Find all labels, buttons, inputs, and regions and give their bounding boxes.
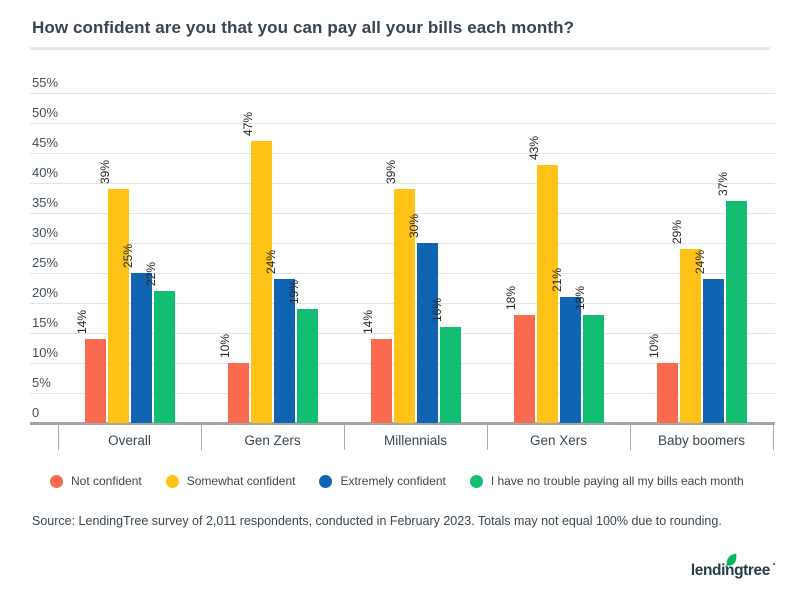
- bar-3-gen-zers: [273, 279, 295, 423]
- bar-1-overall: [84, 339, 106, 423]
- bar-2-overall: [107, 189, 129, 423]
- bar-1-baby-boomers: [656, 363, 678, 423]
- bar-3-overall: [130, 273, 152, 423]
- bar-2-gen-xers: [536, 165, 558, 423]
- bar-value-label: 18%: [572, 285, 587, 310]
- bar-4-overall: [153, 291, 175, 423]
- leaf-icon: [725, 553, 737, 568]
- logo-text: lendingtree: [690, 562, 771, 579]
- bar-4-gen-zers: [296, 309, 318, 423]
- gridline: [30, 93, 775, 94]
- legend-item: Not confident: [50, 474, 142, 488]
- logo-trademark-dot: [773, 563, 775, 565]
- legend-item: I have no trouble paying all my bills ea…: [469, 474, 744, 488]
- gridline: [30, 183, 775, 184]
- bar-value-label: 14%: [360, 309, 375, 334]
- bar-value-label: 47%: [240, 111, 255, 136]
- bar-value-label: 14%: [74, 309, 89, 334]
- category-tick: [58, 423, 59, 450]
- bar-value-label: 18%: [503, 285, 518, 310]
- legend-item: Somewhat confident: [165, 474, 296, 488]
- bar-3-gen-xers: [559, 297, 581, 423]
- y-axis-tick-label: 40%: [32, 165, 59, 180]
- bar-1-gen-zers: [227, 363, 249, 423]
- title-divider: [30, 47, 770, 50]
- bar-value-label: 37%: [715, 171, 730, 196]
- bar-3-millennials: [416, 243, 438, 423]
- category-tick: [201, 423, 202, 450]
- legend-item: Extremely confident: [319, 474, 446, 488]
- legend-label: Somewhat confident: [186, 474, 296, 488]
- source-note: Source: LendingTree survey of 2,011 resp…: [32, 514, 722, 528]
- y-axis-tick-label: 5%: [32, 375, 51, 390]
- lendingtree-logo: lendingtree: [690, 550, 775, 586]
- bar-chart-plot-area: 0 5% 10% 15% 20% 25% 30% 35% 40% 45% 50% 55% Overall…: [30, 75, 775, 450]
- bar-2-gen-zers: [250, 141, 272, 423]
- legend-color-dot: [50, 474, 63, 488]
- y-axis-tick-label: 55%: [32, 75, 59, 90]
- legend-color-dot: [165, 474, 179, 488]
- bar-2-baby-boomers: [679, 249, 701, 423]
- gridline: [30, 153, 775, 154]
- bar-value-label: 24%: [263, 249, 278, 274]
- x-axis-line: [30, 422, 775, 425]
- y-axis-tick-label: 35%: [32, 195, 59, 210]
- bar-value-label: 24%: [692, 249, 707, 274]
- bar-value-label: 39%: [97, 159, 112, 184]
- bar-value-label: 22%: [143, 261, 158, 286]
- y-axis-tick-label: 30%: [32, 225, 59, 240]
- bar-2-millennials: [393, 189, 415, 423]
- category-label: Baby boomers: [657, 433, 746, 448]
- bar-3-baby-boomers: [702, 279, 724, 423]
- y-axis-tick-label: 20%: [32, 285, 59, 300]
- bar-value-label: 16%: [429, 297, 444, 322]
- category-tick: [773, 423, 774, 450]
- bar-value-label: 30%: [406, 213, 421, 238]
- bar-4-millennials: [439, 327, 461, 423]
- bar-value-label: 19%: [286, 279, 301, 304]
- bar-value-label: 39%: [383, 159, 398, 184]
- bar-value-label: 10%: [217, 333, 232, 358]
- category-label: Overall: [108, 433, 151, 448]
- legend-label: Not confident: [71, 474, 142, 488]
- legend-color-dot: [319, 474, 333, 488]
- chart-title: How confident are you that you can pay a…: [32, 18, 575, 37]
- y-axis-tick-label: 15%: [32, 315, 59, 330]
- logo-wordmark: lendingtree: [690, 553, 775, 580]
- y-axis-tick-label: 10%: [32, 345, 59, 360]
- bar-4-gen-xers: [582, 315, 604, 423]
- y-axis-tick-label: 50%: [32, 105, 59, 120]
- category-label: Gen Zers: [244, 433, 301, 448]
- bar-value-label: 43%: [526, 135, 541, 160]
- category-tick: [344, 423, 345, 450]
- bar-1-millennials: [370, 339, 392, 423]
- y-axis-tick-label: 25%: [32, 255, 59, 270]
- bar-4-baby-boomers: [725, 201, 747, 423]
- chart-legend: Not confident Somewhat confident Extremely…: [50, 468, 764, 494]
- bar-value-label: 21%: [549, 267, 564, 292]
- category-tick: [487, 423, 488, 450]
- legend-color-dot: [469, 474, 483, 488]
- bar-value-label: 29%: [669, 219, 684, 244]
- legend-label: I have no trouble paying all my bills ea…: [490, 474, 744, 488]
- bar-value-label: 25%: [120, 243, 135, 268]
- category-label: Millennials: [383, 433, 448, 448]
- category-tick: [630, 423, 631, 450]
- legend-label: Extremely confident: [340, 474, 446, 488]
- y-axis-tick-label: 45%: [32, 135, 59, 150]
- y-axis-tick-label: 0: [32, 405, 40, 420]
- gridline: [30, 123, 775, 124]
- bar-1-gen-xers: [513, 315, 535, 423]
- category-label: Gen Xers: [529, 433, 588, 448]
- bar-value-label: 10%: [646, 333, 661, 358]
